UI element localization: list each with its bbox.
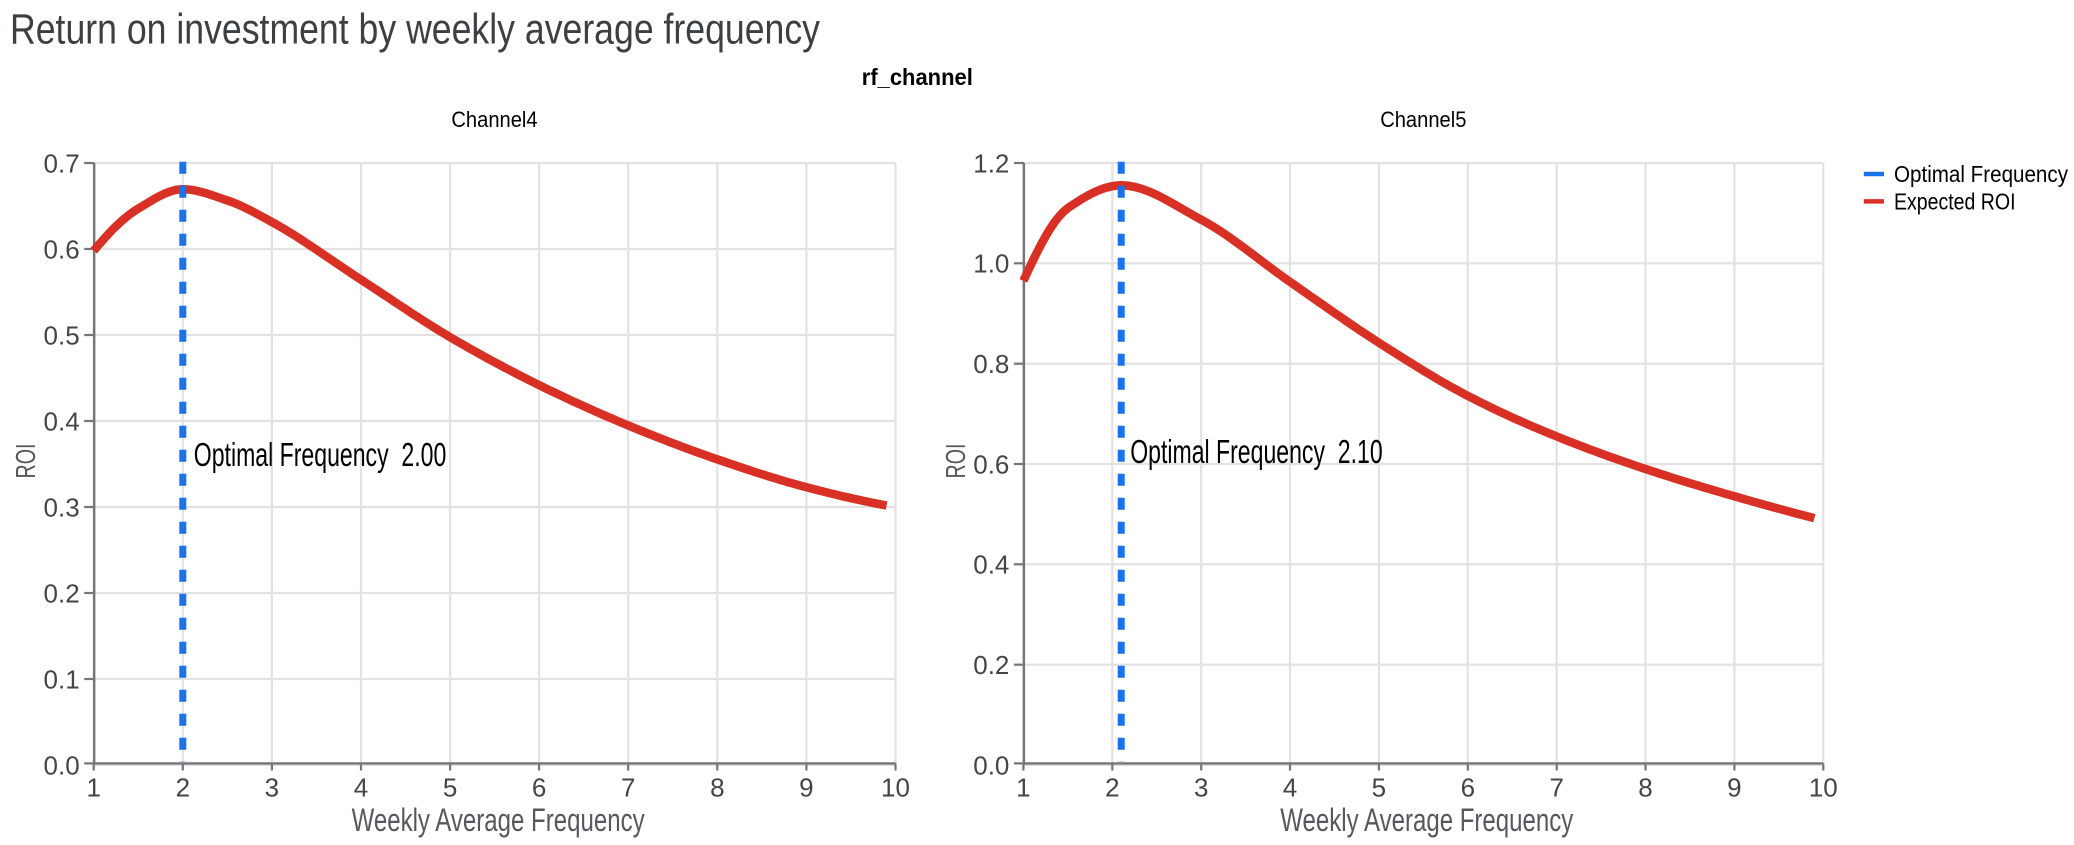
- svg-text:0.4: 0.4: [973, 550, 1009, 580]
- svg-text:1: 1: [1016, 773, 1030, 803]
- svg-text:Optimal Frequency: Optimal Frequency: [1894, 161, 2068, 187]
- svg-text:3: 3: [265, 773, 279, 803]
- svg-text:9: 9: [799, 773, 813, 803]
- svg-text:Optimal Frequency 2.00: Optimal Frequency 2.00: [194, 436, 446, 473]
- svg-text:6: 6: [532, 773, 546, 803]
- svg-text:0.7: 0.7: [44, 148, 80, 178]
- svg-text:Return on investment by weekly: Return on investment by weekly average f…: [10, 7, 821, 54]
- svg-text:5: 5: [443, 773, 457, 803]
- svg-text:ROI: ROI: [10, 444, 41, 479]
- svg-text:0.0: 0.0: [44, 750, 80, 780]
- svg-text:2: 2: [1105, 773, 1119, 803]
- svg-text:Channel4: Channel4: [451, 107, 537, 132]
- svg-text:1.0: 1.0: [973, 249, 1009, 279]
- svg-text:4: 4: [354, 773, 368, 803]
- svg-text:rf_channel: rf_channel: [862, 64, 973, 90]
- svg-text:5: 5: [1372, 773, 1386, 803]
- svg-text:Weekly Average Frequency: Weekly Average Frequency: [1280, 802, 1573, 838]
- svg-text:0.2: 0.2: [973, 650, 1009, 680]
- svg-text:6: 6: [1461, 773, 1475, 803]
- svg-text:2: 2: [176, 773, 190, 803]
- svg-text:10: 10: [1809, 773, 1838, 803]
- svg-text:8: 8: [710, 773, 724, 803]
- svg-text:ROI: ROI: [940, 444, 971, 479]
- svg-text:8: 8: [1638, 773, 1652, 803]
- svg-text:9: 9: [1727, 773, 1741, 803]
- svg-text:0.6: 0.6: [973, 449, 1009, 479]
- svg-text:0.3: 0.3: [44, 492, 80, 522]
- svg-text:Expected ROI: Expected ROI: [1894, 188, 2016, 214]
- svg-text:0.5: 0.5: [44, 320, 80, 350]
- svg-text:7: 7: [621, 773, 635, 803]
- svg-text:Weekly Average Frequency: Weekly Average Frequency: [352, 802, 645, 838]
- svg-text:0.8: 0.8: [973, 349, 1009, 379]
- svg-text:10: 10: [881, 773, 910, 803]
- svg-text:Channel5: Channel5: [1380, 107, 1466, 132]
- svg-text:1.2: 1.2: [973, 148, 1009, 178]
- svg-text:7: 7: [1549, 773, 1563, 803]
- svg-text:0.6: 0.6: [44, 234, 80, 264]
- svg-text:4: 4: [1283, 773, 1297, 803]
- svg-text:1: 1: [86, 773, 100, 803]
- svg-text:0.2: 0.2: [44, 578, 80, 608]
- svg-text:0.0: 0.0: [973, 750, 1009, 780]
- svg-text:0.1: 0.1: [44, 664, 80, 694]
- svg-text:3: 3: [1194, 773, 1208, 803]
- svg-text:0.4: 0.4: [44, 406, 80, 436]
- svg-text:Optimal Frequency 2.10: Optimal Frequency 2.10: [1130, 433, 1383, 470]
